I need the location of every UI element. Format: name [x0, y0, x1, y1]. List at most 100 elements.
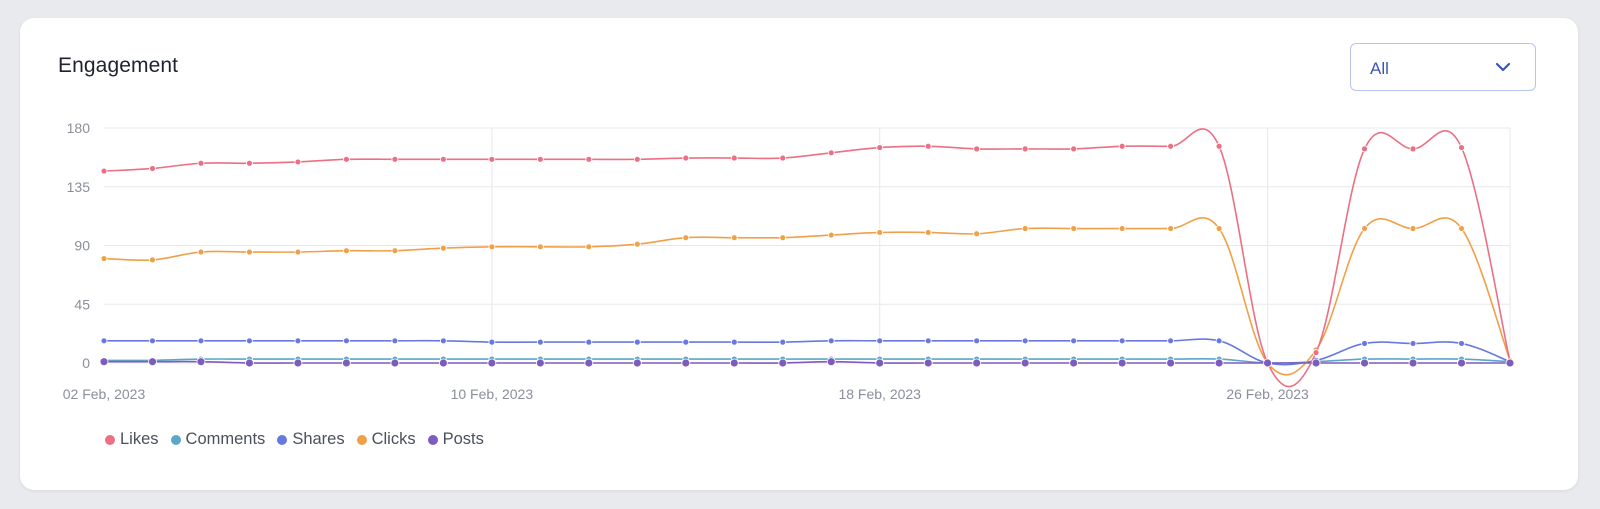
- data-point-clicks: [343, 247, 350, 255]
- data-point-clicks: [439, 244, 447, 252]
- data-point-shares: [488, 338, 496, 346]
- data-point-posts: [1020, 358, 1030, 368]
- data-point-posts: [729, 358, 739, 368]
- data-point-clicks: [1409, 225, 1417, 232]
- data-point-likes: [633, 155, 641, 163]
- data-point-posts: [778, 358, 788, 368]
- data-point-likes: [924, 142, 932, 150]
- y-tick-label: 90: [74, 238, 90, 254]
- legend-item-clicks[interactable]: Clicks: [356, 430, 416, 449]
- data-point-posts: [1505, 358, 1515, 368]
- data-point-clicks: [1458, 225, 1465, 232]
- data-point-likes: [1312, 349, 1320, 356]
- data-point-clicks: [149, 256, 156, 264]
- data-point-clicks: [1215, 225, 1223, 232]
- data-point-likes: [1458, 144, 1465, 151]
- data-point-likes: [488, 155, 496, 163]
- legend-label: Likes: [120, 430, 159, 448]
- data-point-shares: [924, 337, 932, 345]
- data-point-clicks: [827, 231, 835, 239]
- data-point-posts: [1408, 358, 1418, 368]
- card-title: Engagement: [58, 54, 179, 77]
- data-point-shares: [827, 337, 835, 345]
- data-point-shares: [246, 337, 253, 345]
- y-tick-label: 180: [67, 120, 91, 136]
- data-point-clicks: [294, 248, 302, 256]
- data-point-likes: [682, 154, 690, 162]
- legend-item-shares[interactable]: Shares: [277, 430, 345, 449]
- data-point-likes: [1361, 145, 1368, 153]
- data-point-shares: [1118, 337, 1126, 345]
- data-point-clicks: [973, 230, 981, 238]
- legend-marker: [427, 434, 438, 445]
- data-point-shares: [1021, 337, 1029, 345]
- data-point-likes: [100, 167, 108, 175]
- data-point-posts: [1117, 358, 1127, 368]
- data-point-likes: [294, 158, 302, 166]
- data-point-clicks: [1361, 225, 1368, 232]
- data-point-posts: [1311, 358, 1321, 368]
- data-point-likes: [149, 165, 156, 172]
- x-tick-label: 18 Feb, 2023: [838, 386, 921, 402]
- data-point-shares: [197, 337, 205, 345]
- legend-item-comments[interactable]: Comments: [170, 430, 266, 449]
- data-point-posts: [1069, 358, 1079, 368]
- data-point-likes: [536, 155, 544, 163]
- data-point-clicks: [1021, 225, 1029, 232]
- data-point-shares: [1215, 337, 1223, 345]
- x-tick-label: 10 Feb, 2023: [451, 386, 534, 402]
- legend-label: Comments: [185, 430, 266, 448]
- data-point-likes: [876, 144, 884, 151]
- y-tick-label: 135: [67, 179, 91, 195]
- legend-label: Posts: [442, 430, 484, 448]
- series-line-shares: [103, 338, 1511, 366]
- data-point-shares: [1361, 340, 1368, 347]
- data-point-likes: [246, 159, 253, 167]
- legend-item-likes[interactable]: Likes: [105, 430, 159, 449]
- data-point-likes: [585, 155, 593, 163]
- data-point-posts: [148, 357, 157, 367]
- data-point-posts: [535, 358, 545, 368]
- data-point-shares: [779, 338, 787, 346]
- data-point-shares: [536, 338, 544, 346]
- data-point-likes: [1021, 145, 1029, 153]
- data-point-clicks: [682, 234, 690, 242]
- data-point-shares: [730, 338, 738, 346]
- data-point-likes: [343, 155, 350, 163]
- data-point-shares: [1409, 340, 1417, 347]
- legend-item-posts[interactable]: Posts: [427, 430, 484, 449]
- data-point-shares: [682, 338, 690, 346]
- data-point-shares: [876, 337, 884, 345]
- data-point-posts: [1263, 358, 1272, 368]
- series-line-likes: [103, 128, 1511, 388]
- data-point-clicks: [1118, 225, 1126, 232]
- data-point-shares: [1167, 337, 1175, 345]
- data-point-clicks: [1167, 225, 1175, 232]
- data-point-clicks: [876, 229, 884, 236]
- data-point-clicks: [391, 247, 399, 255]
- data-point-clicks: [197, 248, 205, 256]
- data-point-clicks: [924, 229, 932, 236]
- legend-label: Shares: [292, 430, 345, 448]
- data-point-posts: [972, 358, 982, 368]
- data-point-shares: [391, 337, 399, 345]
- data-point-clicks: [246, 248, 253, 256]
- filter-dropdown[interactable]: All: [1350, 43, 1536, 91]
- data-point-clicks: [779, 234, 787, 242]
- data-point-posts: [923, 358, 933, 368]
- legend-marker: [356, 434, 367, 445]
- data-point-posts: [390, 358, 400, 368]
- y-tick-label: 0: [82, 355, 90, 371]
- data-point-posts: [875, 358, 885, 368]
- data-point-likes: [1167, 142, 1175, 150]
- data-point-shares: [100, 337, 108, 345]
- data-point-posts: [438, 358, 448, 368]
- chevron-down-icon: [1495, 62, 1511, 72]
- data-point-posts: [196, 357, 206, 367]
- data-point-posts: [1457, 358, 1466, 368]
- filter-selected-value: All: [1370, 59, 1389, 78]
- data-point-likes: [1409, 145, 1417, 153]
- data-point-likes: [1215, 142, 1223, 150]
- data-point-clicks: [1070, 225, 1078, 232]
- x-tick-label: 02 Feb, 2023: [63, 386, 146, 402]
